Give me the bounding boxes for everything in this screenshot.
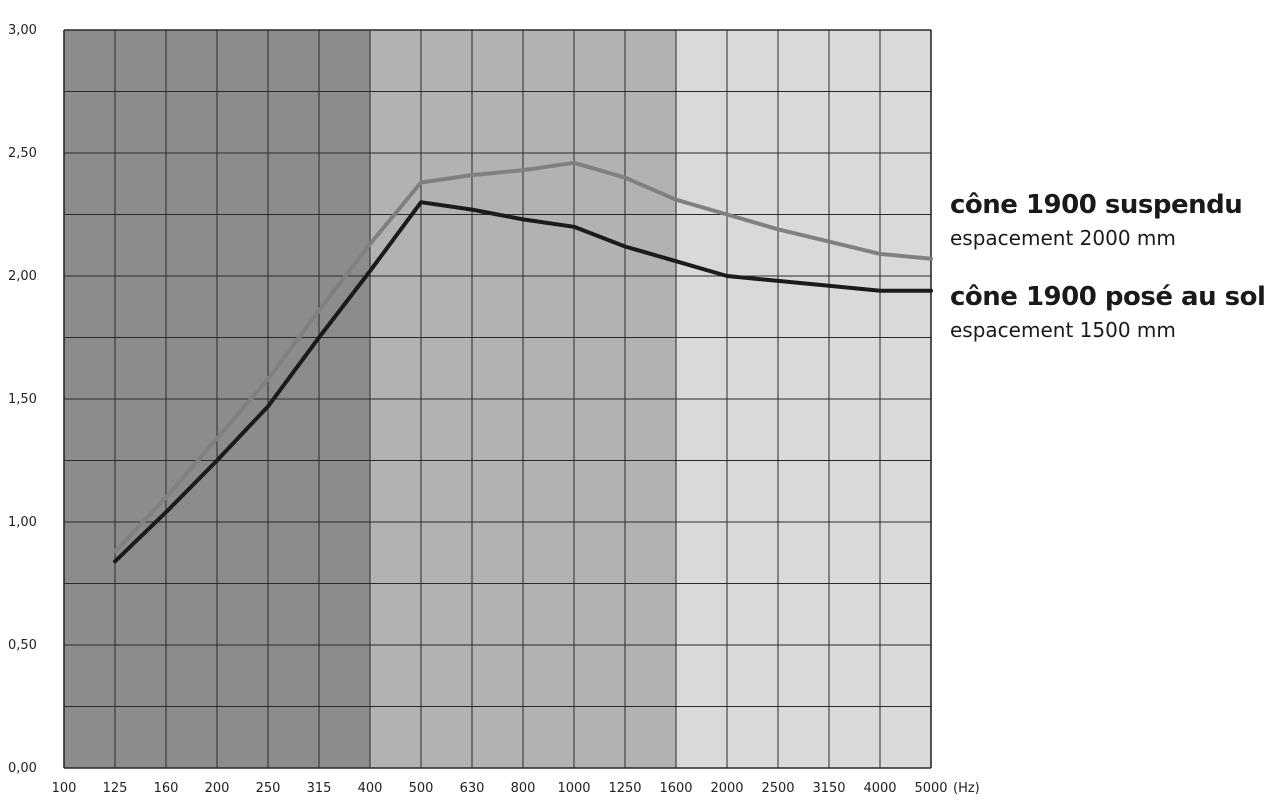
series-line-pose-au-sol: [113, 200, 933, 564]
y-tick-label: 1,00: [8, 515, 37, 530]
x-tick-label: 1250: [608, 781, 641, 796]
series-line-suspendu: [113, 160, 933, 554]
y-tick-label: 2,50: [8, 146, 37, 161]
x-tick-label: 250: [256, 781, 281, 796]
x-tick-label: 160: [154, 781, 179, 796]
x-tick-label: 400: [358, 781, 383, 796]
y-tick-label: 2,00: [8, 269, 37, 284]
grid-lines: [63, 29, 932, 769]
y-tick-label: 3,00: [8, 23, 37, 38]
legend-title-suspendu: cône 1900 suspendu: [950, 190, 1243, 220]
x-tick-label: 500: [409, 781, 434, 796]
x-tick-label: 2000: [710, 781, 743, 796]
y-tick-label: 0,00: [8, 761, 37, 776]
x-tick-label: 200: [205, 781, 230, 796]
x-tick-label: 125: [103, 781, 128, 796]
x-axis-ticks: 100 125 160 200 250 315 400 500 630 800 1000 1250 16…: [52, 781, 980, 796]
y-axis-ticks: 0,00 0,50 1,00 1,50 2,00 2,50 3,00: [8, 23, 37, 776]
x-tick-label: 1600: [659, 781, 692, 796]
x-tick-label: 1000: [557, 781, 590, 796]
legend-entry-pose-au-sol: cône 1900 posé au sol espacement 1500 mm: [950, 282, 1266, 342]
x-tick-label: 315: [307, 781, 332, 796]
legend-subtitle-pose-au-sol: espacement 1500 mm: [950, 318, 1176, 342]
x-tick-label: 630: [460, 781, 485, 796]
legend-title-pose-au-sol: cône 1900 posé au sol: [950, 282, 1266, 312]
x-tick-label: 3150: [812, 781, 845, 796]
series-lines: [113, 160, 933, 564]
x-tick-label: 4000: [863, 781, 896, 796]
x-tick-label: 100: [52, 781, 77, 796]
x-tick-label: 5000: [914, 781, 947, 796]
x-tick-label: 800: [511, 781, 536, 796]
legend-entry-suspendu: cône 1900 suspendu espacement 2000 mm: [950, 190, 1243, 250]
x-axis-unit: (Hz): [953, 781, 980, 796]
legend-subtitle-suspendu: espacement 2000 mm: [950, 226, 1176, 250]
y-tick-label: 0,50: [8, 638, 37, 653]
y-tick-label: 1,50: [8, 392, 37, 407]
x-tick-label: 2500: [761, 781, 794, 796]
